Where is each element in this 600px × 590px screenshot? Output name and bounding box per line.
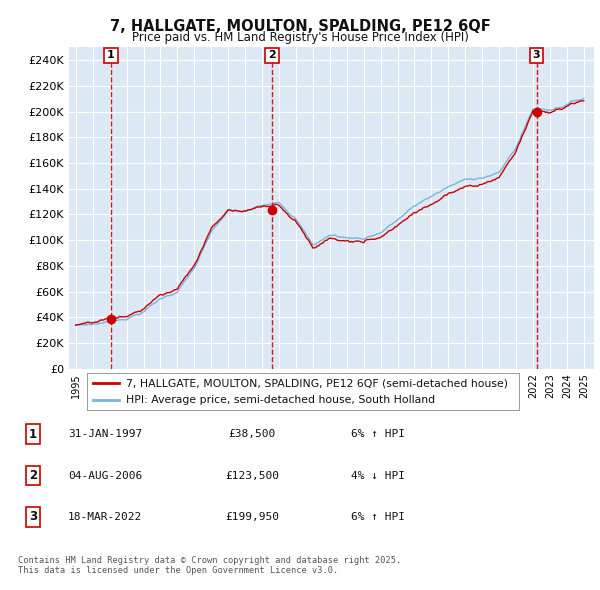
- Text: Contains HM Land Registry data © Crown copyright and database right 2025.
This d: Contains HM Land Registry data © Crown c…: [18, 556, 401, 575]
- Text: 1: 1: [29, 428, 37, 441]
- Text: 2: 2: [268, 50, 276, 60]
- Text: HPI: Average price, semi-detached house, South Holland: HPI: Average price, semi-detached house,…: [126, 395, 435, 405]
- Text: 6% ↑ HPI: 6% ↑ HPI: [351, 430, 405, 439]
- Text: 18-MAR-2022: 18-MAR-2022: [68, 512, 142, 522]
- Text: 6% ↑ HPI: 6% ↑ HPI: [351, 512, 405, 522]
- Text: 1: 1: [107, 50, 115, 60]
- Text: £123,500: £123,500: [225, 471, 279, 480]
- Text: 04-AUG-2006: 04-AUG-2006: [68, 471, 142, 480]
- Text: 3: 3: [29, 510, 37, 523]
- Text: 7, HALLGATE, MOULTON, SPALDING, PE12 6QF (semi-detached house): 7, HALLGATE, MOULTON, SPALDING, PE12 6QF…: [126, 378, 508, 388]
- Text: 31-JAN-1997: 31-JAN-1997: [68, 430, 142, 439]
- Text: Price paid vs. HM Land Registry's House Price Index (HPI): Price paid vs. HM Land Registry's House …: [131, 31, 469, 44]
- Text: 7, HALLGATE, MOULTON, SPALDING, PE12 6QF: 7, HALLGATE, MOULTON, SPALDING, PE12 6QF: [110, 19, 490, 34]
- Text: £199,950: £199,950: [225, 512, 279, 522]
- Text: 4% ↓ HPI: 4% ↓ HPI: [351, 471, 405, 480]
- Text: 3: 3: [533, 50, 541, 60]
- Text: 2: 2: [29, 469, 37, 482]
- Text: £38,500: £38,500: [229, 430, 275, 439]
